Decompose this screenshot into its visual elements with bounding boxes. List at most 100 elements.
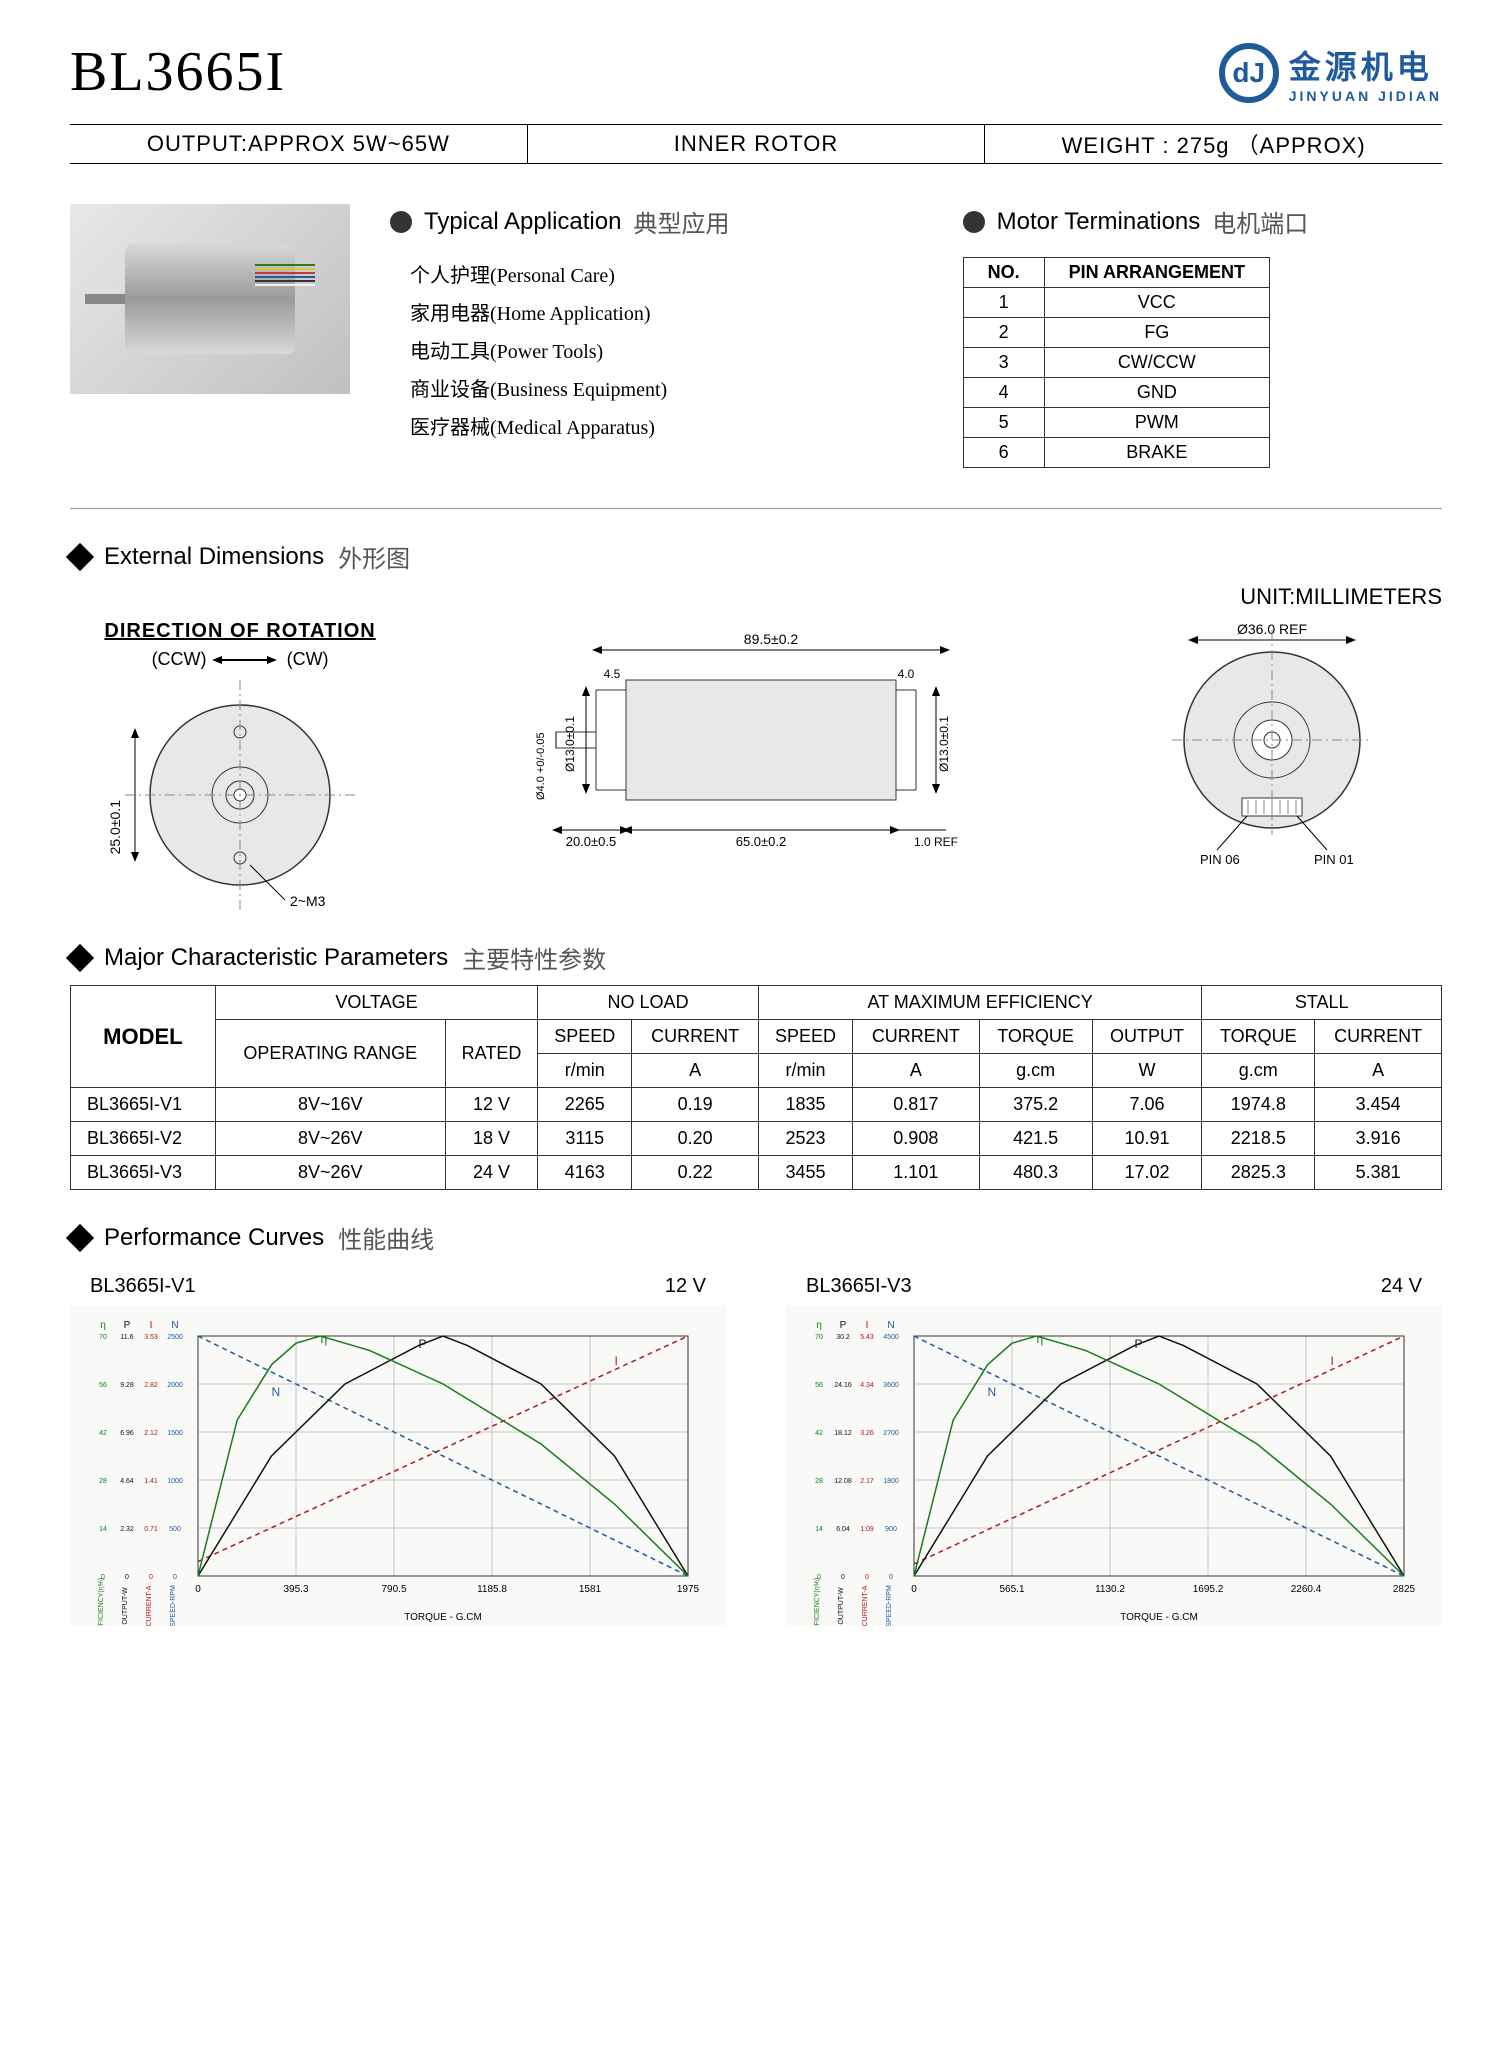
svg-text:4.64: 4.64 — [120, 1478, 134, 1485]
application-item: 医疗器械(Medical Apparatus) — [410, 409, 923, 447]
svg-text:TORQUE - G.CM: TORQUE - G.CM — [1120, 1612, 1198, 1623]
svg-text:0: 0 — [889, 1574, 893, 1581]
svg-text:18.12: 18.12 — [834, 1430, 852, 1437]
pin-row: 4GND — [963, 378, 1269, 408]
diamond-icon — [66, 1223, 94, 1251]
svg-text:2000: 2000 — [167, 1382, 183, 1389]
svg-text:I: I — [1331, 1354, 1334, 1368]
parameters-header: Major Characteristic Parameters 主要特性参数 — [70, 940, 1442, 975]
svg-text:20.0±0.5: 20.0±0.5 — [566, 834, 617, 849]
svg-text:56: 56 — [815, 1382, 823, 1389]
curve-v3-header: BL3665I-V3 24 V — [786, 1275, 1442, 1298]
svg-text:Ø13.0±0.1: Ø13.0±0.1 — [937, 716, 951, 772]
rear-view-drawing: Ø36.0 REF PIN 06 PIN 01 — [1152, 620, 1392, 880]
svg-text:0: 0 — [149, 1574, 153, 1581]
curve-v3-model: BL3665I-V3 — [806, 1275, 912, 1298]
bullet-icon — [390, 211, 412, 233]
svg-text:1000: 1000 — [167, 1478, 183, 1485]
svg-text:0: 0 — [125, 1574, 129, 1581]
svg-text:η: η — [100, 1320, 106, 1331]
svg-text:EFFICIENCY(η%): EFFICIENCY(η%) — [814, 1578, 821, 1626]
parameters-title-en: Major Characteristic Parameters — [104, 944, 448, 972]
svg-text:11.6: 11.6 — [120, 1334, 133, 1341]
curve-v1-header: BL3665I-V1 12 V — [70, 1275, 726, 1298]
param-row: BL3665I-V18V~16V12 V22650.1918350.817375… — [71, 1088, 1442, 1122]
svg-text:28: 28 — [99, 1478, 107, 1485]
svg-text:1975: 1975 — [677, 1584, 700, 1595]
curves-title-cn: 性能曲线 — [338, 1220, 434, 1255]
curve-v3-chart: 0565.11130.21695.22260.42825η70564228140… — [786, 1306, 1442, 1626]
svg-text:1.0 REF: 1.0 REF — [914, 835, 958, 849]
application-item: 电动工具(Power Tools) — [410, 333, 923, 371]
curve-v1-model: BL3665I-V1 — [90, 1275, 196, 1298]
svg-text:TORQUE - G.CM: TORQUE - G.CM — [404, 1612, 482, 1623]
spec-weight: WEIGHT : 275g （APPROX) — [985, 125, 1442, 163]
svg-text:2.32: 2.32 — [120, 1526, 134, 1533]
param-row: BL3665I-V38V~26V24 V41630.2234551.101480… — [71, 1156, 1442, 1190]
svg-text:P: P — [1135, 1337, 1143, 1351]
svg-text:SPEED-RPM: SPEED-RPM — [886, 1585, 893, 1626]
svg-text:1695.2: 1695.2 — [1193, 1584, 1224, 1595]
curve-v3-voltage: 24 V — [1381, 1275, 1422, 1298]
motor-image — [70, 204, 350, 394]
svg-text:N: N — [272, 1385, 281, 1399]
dimensions-title-en: External Dimensions — [104, 543, 324, 571]
svg-text:3.53: 3.53 — [144, 1334, 158, 1341]
application-item: 个人护理(Personal Care) — [410, 257, 923, 295]
parameters-title-cn: 主要特性参数 — [462, 940, 606, 975]
applications-list: 个人护理(Personal Care)家用电器(Home Application… — [410, 257, 923, 447]
diamond-icon — [66, 943, 94, 971]
cw-label: (CW) — [287, 649, 329, 669]
svg-text:24.16: 24.16 — [834, 1382, 852, 1389]
svg-text:SPEED-RPM: SPEED-RPM — [170, 1585, 177, 1626]
pin-table: NO.PIN ARRANGEMENT1VCC2FG3CW/CCW4GND5PWM… — [963, 257, 1270, 468]
svg-text:N: N — [171, 1320, 178, 1331]
svg-text:0.71: 0.71 — [144, 1526, 158, 1533]
svg-text:N: N — [988, 1385, 997, 1399]
svg-text:1800: 1800 — [883, 1478, 899, 1485]
svg-text:30.2: 30.2 — [836, 1334, 850, 1341]
logo-text-cn: 金源机电 — [1289, 42, 1442, 88]
svg-text:0: 0 — [911, 1584, 917, 1595]
svg-text:3600: 3600 — [883, 1382, 899, 1389]
svg-text:4.34: 4.34 — [860, 1382, 874, 1389]
terminations-title-cn: 电机端口 — [1212, 204, 1308, 239]
svg-text:4500: 4500 — [883, 1334, 899, 1341]
svg-text:2.82: 2.82 — [144, 1382, 158, 1389]
terminations-title-en: Motor Terminations — [997, 208, 1201, 236]
divider — [70, 508, 1442, 509]
svg-text:4.0: 4.0 — [898, 667, 915, 681]
svg-text:I: I — [150, 1320, 153, 1331]
parameters-table: MODELVOLTAGENO LOADAT MAXIMUM EFFICIENCY… — [70, 985, 1442, 1190]
logo-text-en: JINYUAN JIDIAN — [1289, 88, 1442, 104]
svg-text:2260.4: 2260.4 — [1291, 1584, 1322, 1595]
product-title: BL3665I — [70, 40, 286, 104]
svg-text:CURRENT-A: CURRENT-A — [862, 1585, 869, 1626]
svg-text:565.1: 565.1 — [999, 1584, 1024, 1595]
front-view-drawing: 25.0±0.1 2~M3 — [125, 680, 355, 910]
svg-text:3.26: 3.26 — [860, 1430, 874, 1437]
svg-text:EFFICIENCY(η%): EFFICIENCY(η%) — [98, 1578, 105, 1626]
svg-text:I: I — [866, 1320, 869, 1331]
svg-text:OUTPUT-W: OUTPUT-W — [838, 1587, 845, 1625]
pin-row: 1VCC — [963, 288, 1269, 318]
svg-text:2.12: 2.12 — [144, 1430, 158, 1437]
applications-title-en: Typical Application — [424, 208, 621, 236]
applications-title: Typical Application 典型应用 — [390, 204, 923, 239]
svg-text:η: η — [816, 1320, 822, 1331]
svg-text:900: 900 — [885, 1526, 897, 1533]
logo-icon: dJ — [1219, 43, 1279, 103]
dimensions-title-cn: 外形图 — [338, 539, 410, 574]
svg-text:PIN 06: PIN 06 — [1200, 852, 1240, 867]
brand-logo: dJ 金源机电 JINYUAN JIDIAN — [1219, 42, 1442, 104]
svg-text:2.17: 2.17 — [860, 1478, 874, 1485]
svg-text:25.0±0.1: 25.0±0.1 — [107, 800, 123, 855]
application-item: 商业设备(Business Equipment) — [410, 371, 923, 409]
svg-text:395.3: 395.3 — [283, 1584, 308, 1595]
svg-text:I: I — [615, 1354, 618, 1368]
svg-text:42: 42 — [99, 1430, 107, 1437]
svg-text:CURRENT-A: CURRENT-A — [146, 1585, 153, 1626]
svg-text:N: N — [887, 1320, 894, 1331]
svg-text:PIN 01: PIN 01 — [1314, 852, 1354, 867]
svg-text:0: 0 — [173, 1574, 177, 1581]
